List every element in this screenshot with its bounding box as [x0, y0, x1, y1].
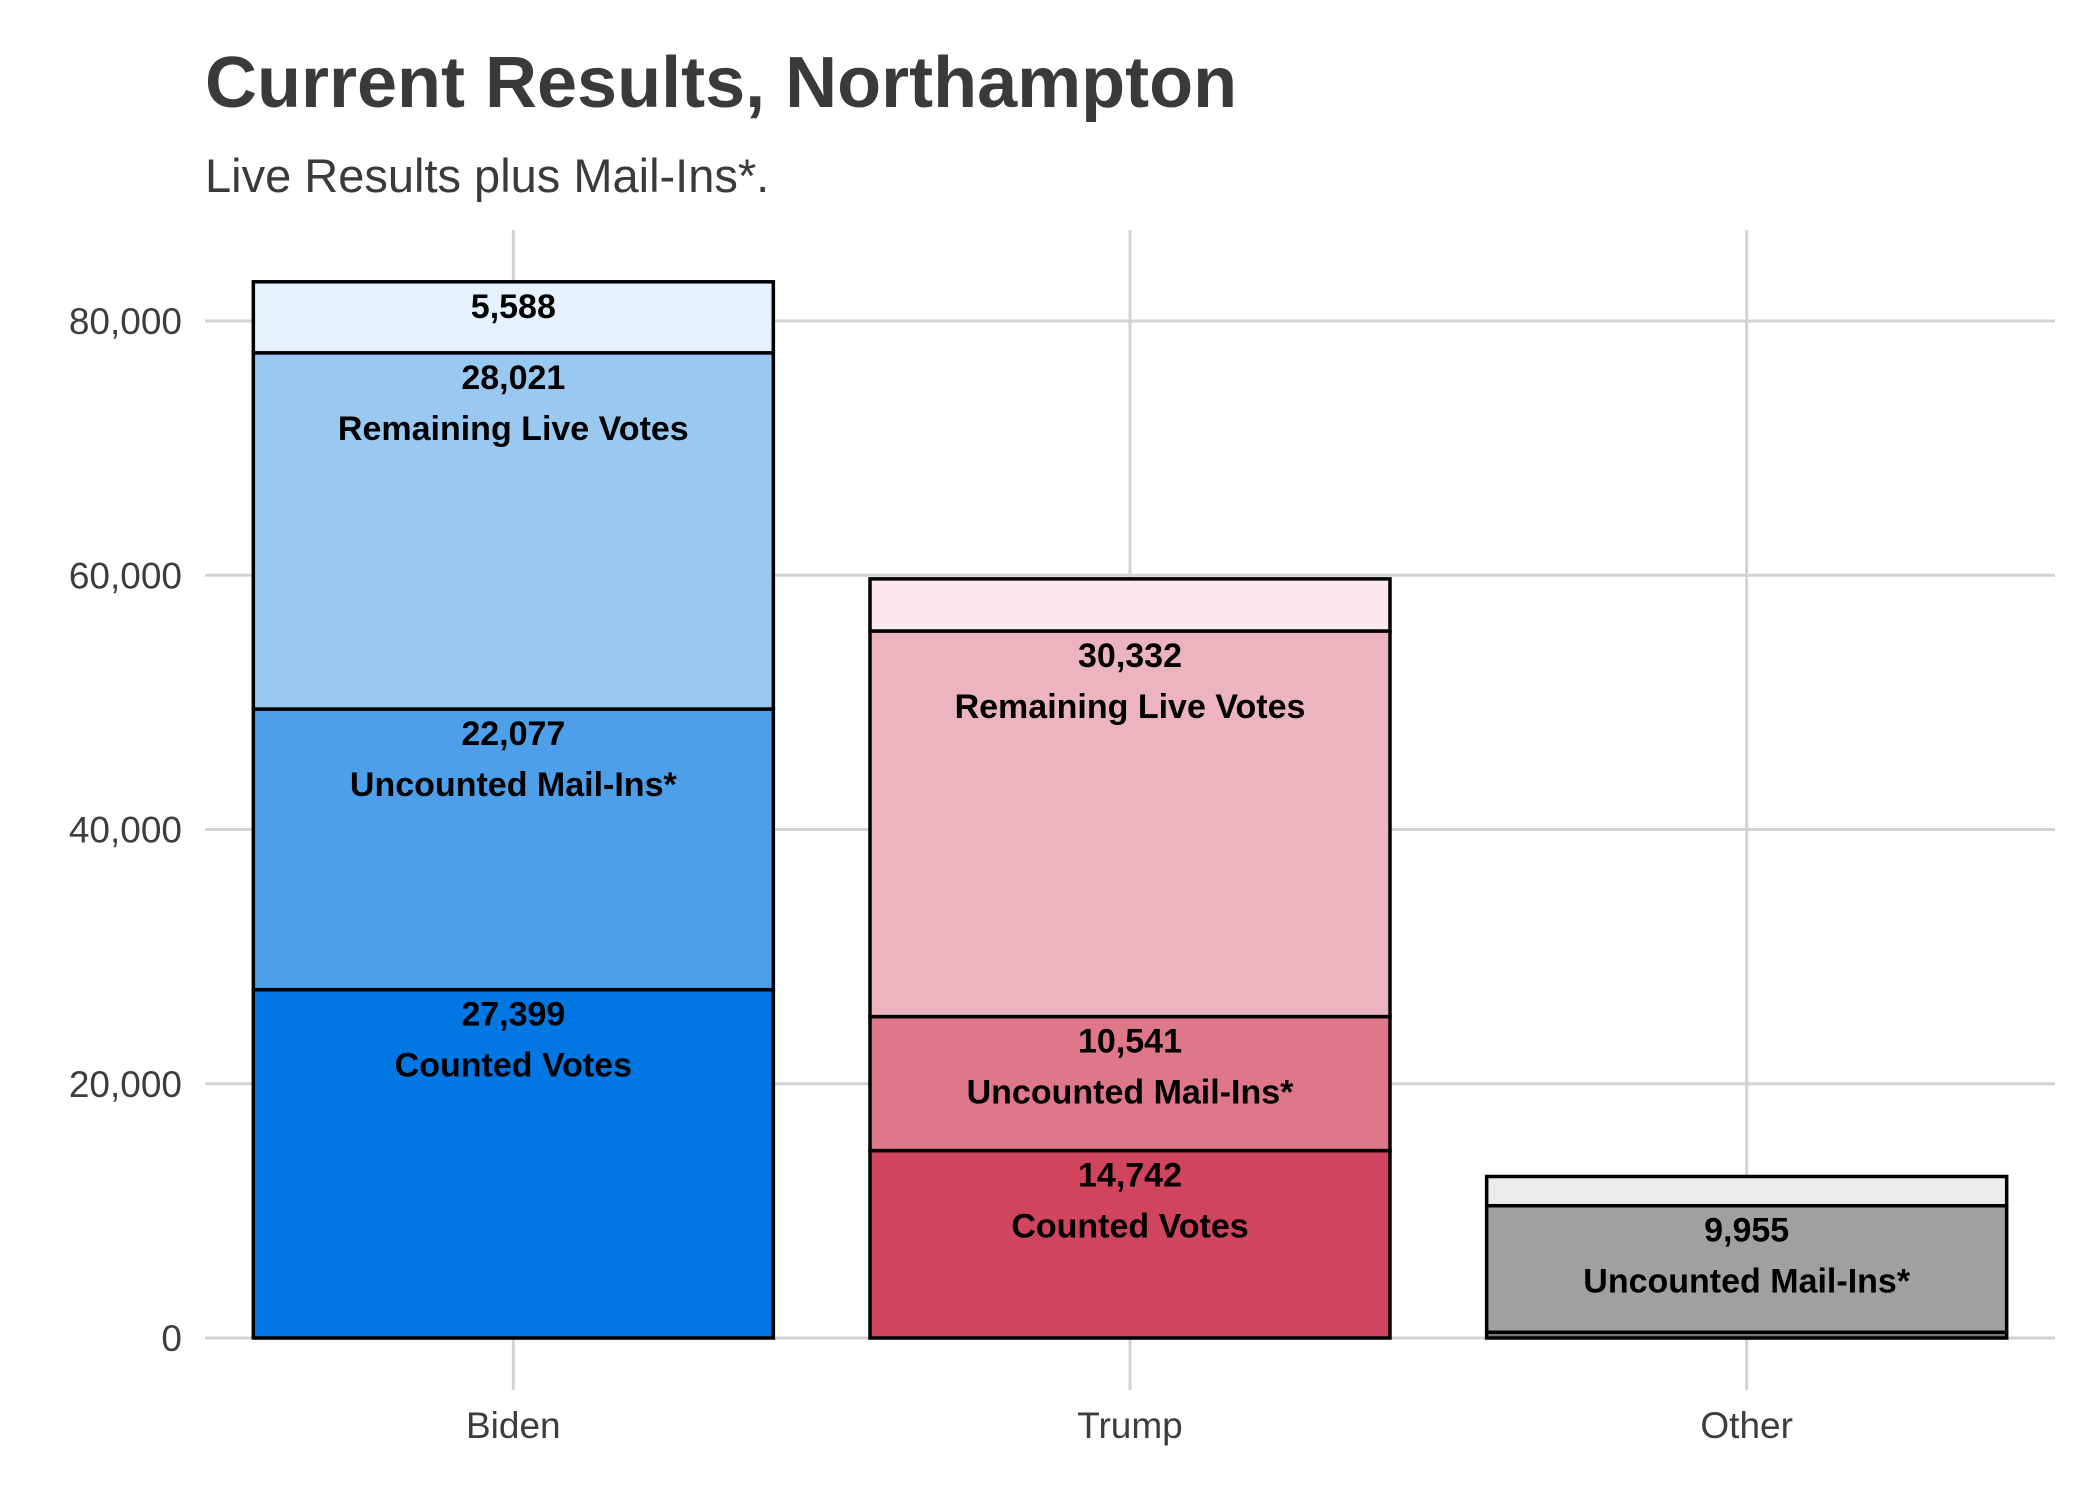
segment-category-label: Counted Votes: [1011, 1208, 1248, 1246]
segment-category-label: Counted Votes: [395, 1047, 632, 1085]
segment-labels: 27,399 Counted Votes 22,077 Uncounted Mail-…: [338, 288, 1911, 1301]
bar-segment: [1484, 1203, 2009, 1335]
axes: 0 20,000 40,000 60,000 80,000 Biden Trump Other: [69, 301, 1793, 1446]
bar-segment: [251, 987, 776, 1340]
y-tick-label: 20,000: [69, 1064, 182, 1105]
segment-category-label: Uncounted Mail-Ins*: [967, 1074, 1295, 1112]
bar-segment: [251, 707, 776, 992]
bar-segment: [251, 280, 776, 355]
segment-value-label: 14,742: [1078, 1157, 1182, 1195]
y-tick-label: 60,000: [69, 555, 182, 596]
segment-value-label: 28,021: [461, 359, 565, 397]
segment-category-label: Remaining Live Votes: [955, 688, 1306, 726]
segment-value-label: 5,588: [471, 288, 556, 326]
segment-category-label: Uncounted Mail-Ins*: [350, 766, 678, 804]
bar-segment: [251, 351, 776, 711]
segment-value-label: 10,541: [1078, 1023, 1182, 1061]
bars: [251, 280, 2009, 1340]
segment-value-label: 30,332: [1078, 637, 1182, 675]
bar-segment: [868, 629, 1392, 1019]
segment-value-label: 9,955: [1704, 1212, 1789, 1250]
x-tick-label: Trump: [1077, 1405, 1183, 1446]
segment-category-label: Uncounted Mail-Ins*: [1583, 1263, 1911, 1301]
chart-title: Current Results, Northampton: [205, 43, 1238, 123]
segment-value-label: 22,077: [461, 715, 565, 753]
y-tick-label: 0: [161, 1318, 182, 1359]
segment-value-label: 27,399: [461, 996, 565, 1034]
x-tick-label: Other: [1700, 1405, 1793, 1446]
bar-segment: [868, 577, 1392, 633]
bar-segment: [1484, 1174, 2009, 1208]
y-tick-label: 40,000: [69, 810, 182, 851]
segment-category-label: Remaining Live Votes: [338, 410, 689, 448]
bar-segment: [868, 1014, 1392, 1153]
y-tick-label: 80,000: [69, 301, 182, 342]
chart-subtitle: Live Results plus Mail-Ins*.: [205, 149, 770, 202]
bar-segment: [868, 1148, 1392, 1340]
x-tick-label: Biden: [466, 1405, 561, 1446]
